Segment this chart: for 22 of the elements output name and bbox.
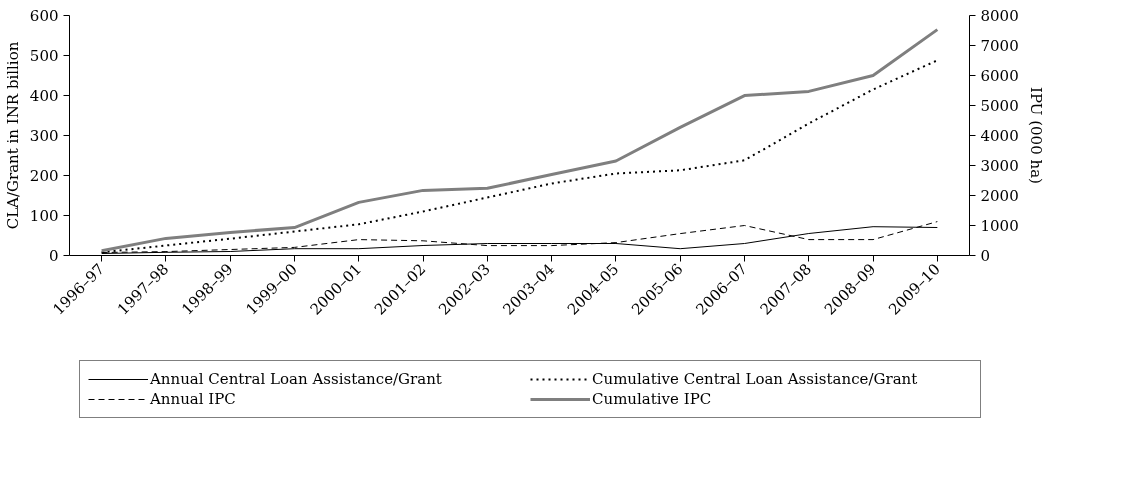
y2-tick-label: 8000 — [980, 7, 1019, 25]
y2-tick-label: 7000 — [980, 37, 1019, 55]
y-tick-label: 200 — [29, 167, 59, 185]
legend-label: Cumulative IPC — [592, 390, 713, 408]
y-axis-title: CLA/Grant in INR billion — [3, 41, 22, 230]
legend-label: Annual Central Loan Assistance/Grant — [150, 370, 443, 388]
y-tick-label: 300 — [29, 127, 59, 145]
legend-label: Annual IPC — [150, 390, 237, 408]
y2-tick-label: 0 — [980, 247, 991, 265]
y-tick-label: 0 — [48, 247, 59, 265]
y-tick-label: 500 — [29, 47, 59, 65]
y-tick-label: 100 — [29, 207, 59, 225]
y2-tick-label: 5000 — [980, 97, 1019, 115]
y-tick-label: 400 — [29, 87, 59, 105]
legend-label: Cumulative Central Loan Assistance/Grant — [592, 370, 919, 388]
y2-tick-label: 3000 — [980, 157, 1019, 175]
y2-tick-label: 4000 — [980, 127, 1019, 145]
y2-tick-label: 6000 — [980, 67, 1019, 85]
y2-tick-label: 2000 — [980, 187, 1019, 205]
y-tick-label: 600 — [29, 7, 59, 25]
y2-axis-title: IPU (000 ha) — [1026, 87, 1045, 184]
y2-tick-label: 1000 — [980, 217, 1019, 235]
